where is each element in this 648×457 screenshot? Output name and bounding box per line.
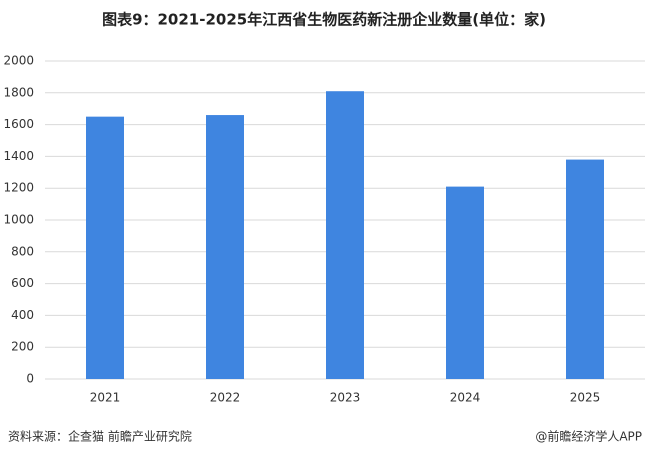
y-tick-label: 1200 [3, 181, 34, 195]
bar [86, 116, 124, 380]
bar [446, 186, 484, 379]
y-tick-label: 1000 [3, 213, 34, 227]
y-tick-label: 800 [11, 244, 34, 258]
y-tick-label: 600 [11, 276, 34, 290]
source: 资料来源：企查猫 前瞻产业研究院 [8, 429, 192, 444]
bar [566, 159, 604, 379]
y-tick-label: 1800 [3, 85, 34, 99]
y-tick-label: 0 [26, 372, 34, 386]
bar [326, 91, 364, 380]
y-tick-label: 400 [11, 308, 34, 322]
y-tick-label: 2000 [3, 54, 34, 68]
x-tick-label: 2025 [570, 391, 601, 405]
credit: @前瞻经济学人APP [535, 429, 642, 444]
bar [206, 115, 244, 379]
x-tick-label: 2021 [90, 391, 121, 405]
chart-title: 图表9：2021-2025年江西省生物医药新注册企业数量(单位：家) [102, 11, 546, 29]
y-tick-label: 1400 [3, 149, 34, 163]
y-tick-label: 1600 [3, 117, 34, 131]
y-tick-label: 200 [11, 340, 34, 354]
x-tick-label: 2022 [210, 391, 241, 405]
x-tick-label: 2023 [330, 391, 361, 405]
x-tick-label: 2024 [450, 391, 481, 405]
